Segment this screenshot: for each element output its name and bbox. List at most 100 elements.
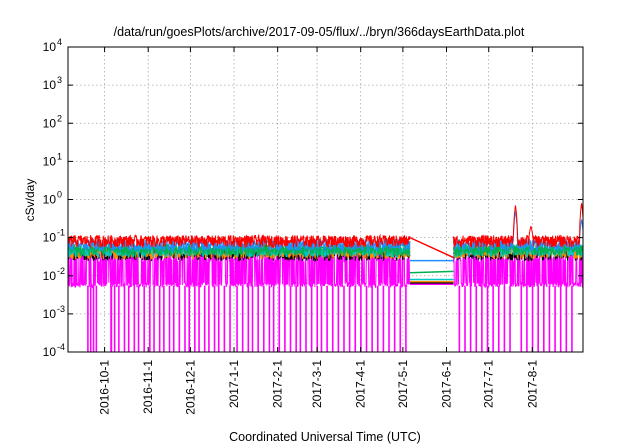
dropout-mark xyxy=(123,285,126,352)
dropout-mark xyxy=(316,285,319,352)
dropout-mark xyxy=(118,285,120,352)
x-tick-label: 2016-11-1 xyxy=(141,360,155,414)
dropout-mark xyxy=(320,285,323,352)
dropout-mark xyxy=(87,285,89,352)
dropout-mark xyxy=(143,285,145,352)
dropout-mark xyxy=(178,285,181,352)
dropout-mark xyxy=(158,285,161,352)
series-line xyxy=(453,203,584,249)
dropout-mark xyxy=(149,285,151,352)
dropout-mark xyxy=(376,285,379,352)
dropout-mark xyxy=(331,285,334,352)
dropout-mark xyxy=(497,285,500,352)
dropout-mark xyxy=(509,285,511,352)
dropout-mark xyxy=(284,285,286,352)
dropout-mark xyxy=(548,285,551,352)
dropout-mark xyxy=(213,285,216,352)
dropout-mark xyxy=(354,285,357,352)
series-line xyxy=(67,233,411,249)
dropout-mark xyxy=(464,285,466,352)
dropout-mark xyxy=(348,285,351,352)
dropout-mark xyxy=(295,285,297,352)
dropout-mark xyxy=(236,285,238,352)
dropout-mark xyxy=(241,285,244,352)
dropout-mark xyxy=(268,285,271,352)
dropout-mark xyxy=(257,285,259,352)
dropout-mark xyxy=(153,285,155,352)
x-tick-label: 2017-7-1 xyxy=(482,360,496,408)
dropout-mark xyxy=(95,285,98,352)
dropout-mark xyxy=(554,285,556,352)
dropout-mark xyxy=(371,285,373,352)
series-line xyxy=(67,242,411,257)
x-tick-label: 2017-3-1 xyxy=(310,360,324,408)
dropout-mark xyxy=(481,285,483,352)
dropout-mark xyxy=(559,285,562,352)
dropout-mark xyxy=(217,285,220,352)
dropout-mark xyxy=(393,285,396,352)
dropout-mark xyxy=(469,285,472,352)
dropout-mark xyxy=(382,285,385,352)
x-tick-label: 2017-8-1 xyxy=(525,360,539,408)
dropout-mark xyxy=(565,285,568,352)
series-6 xyxy=(67,247,584,352)
y-axis: 10-4 10-3 10-2 10-1 100 101 102 103 104 xyxy=(43,37,583,359)
y-tick-label: 103 xyxy=(43,75,62,92)
y-tick-label: 10-3 xyxy=(43,304,65,321)
grid xyxy=(68,47,583,352)
dropout-mark xyxy=(365,285,368,352)
dropout-mark xyxy=(531,285,534,352)
dropout-mark xyxy=(305,285,307,352)
y-tick-label: 101 xyxy=(43,151,62,168)
y-tick-label: 10-1 xyxy=(43,228,65,245)
dropout-mark xyxy=(486,285,489,352)
dropout-mark xyxy=(198,285,200,352)
dropout-mark xyxy=(137,285,140,352)
x-tick-label: 2017-6-1 xyxy=(440,360,454,408)
x-axis-label: Coordinated Universal Time (UTC) xyxy=(229,430,421,444)
dropout-mark xyxy=(543,285,545,352)
dropout-band xyxy=(110,285,113,352)
dropout-mark xyxy=(89,285,92,352)
dropout-mark xyxy=(360,285,362,352)
x-tick-label: 2016-12-1 xyxy=(183,360,197,415)
dropout-mark xyxy=(492,285,494,352)
dropout-mark xyxy=(229,285,231,352)
dropout-mark xyxy=(503,285,506,352)
x-tick-label: 2017-5-1 xyxy=(396,360,410,408)
dropout-mark xyxy=(310,285,313,352)
y-tick-label: 104 xyxy=(43,37,62,54)
x-tick-label: 2017-1-1 xyxy=(227,360,241,408)
y-tick-label: 100 xyxy=(43,190,62,207)
dropout-mark xyxy=(399,285,402,352)
y-axis-label: cSv/day xyxy=(23,179,37,222)
dropout-mark xyxy=(223,285,226,352)
x-tick-label: 2017-4-1 xyxy=(354,360,368,408)
dropout-mark xyxy=(405,285,407,352)
chart-title: /data/run/goesPlots/archive/2017-09-05/f… xyxy=(114,25,525,39)
dropout-mark xyxy=(537,285,539,352)
dropout-mark xyxy=(278,285,281,352)
y-tick-label: 10-2 xyxy=(43,266,65,283)
dropout-mark xyxy=(247,285,250,352)
series-group xyxy=(67,203,584,352)
dropout-mark xyxy=(289,285,292,352)
series-0 xyxy=(67,203,584,259)
dropout-mark xyxy=(92,285,95,352)
dropout-mark xyxy=(172,285,175,352)
dropout-mark xyxy=(188,285,191,352)
dropout-mark xyxy=(208,285,210,352)
dropout-mark xyxy=(194,285,196,352)
dropout-mark xyxy=(184,285,186,352)
dropout-mark xyxy=(272,285,275,352)
y-tick-label: 10-4 xyxy=(43,342,65,359)
dropout-mark xyxy=(168,285,171,352)
dropout-mark xyxy=(571,285,573,352)
dropout-mark xyxy=(526,285,528,352)
dropout-mark xyxy=(326,285,328,352)
dropout-mark xyxy=(251,285,254,352)
dropout-mark xyxy=(262,285,265,352)
y-tick-label: 102 xyxy=(43,113,62,130)
dropout-mark xyxy=(343,285,345,352)
dropout-mark xyxy=(113,285,116,352)
